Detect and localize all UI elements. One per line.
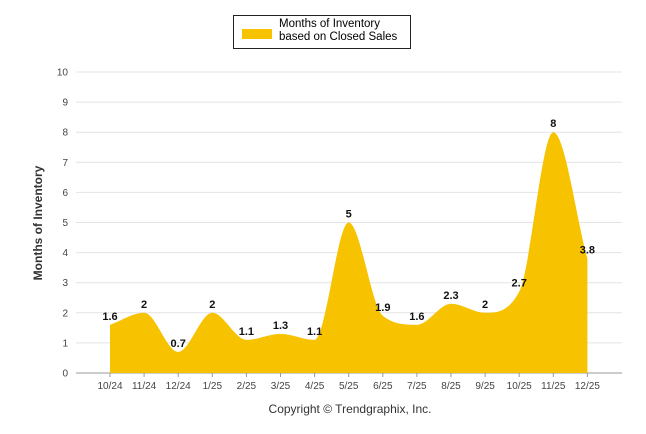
y-tick-label: 5 bbox=[62, 218, 68, 229]
data-label: 5 bbox=[346, 209, 352, 221]
x-tick-label: 9/25 bbox=[475, 381, 495, 392]
x-tick-label: 5/25 bbox=[339, 381, 359, 392]
x-tick-label: 4/25 bbox=[305, 381, 325, 392]
y-tick-label: 10 bbox=[57, 68, 69, 79]
y-axis-ticks: 0 1 2 3 4 5 6 7 8 9 10 bbox=[57, 68, 69, 380]
x-tick-label: 10/25 bbox=[507, 381, 532, 392]
x-tick-label: 11/24 bbox=[132, 381, 157, 392]
x-axis-ticks: 10/24 11/24 12/24 1/25 2/25 3/25 4/25 5/25 6/25 7… bbox=[97, 373, 600, 392]
data-label: 1.3 bbox=[273, 320, 288, 332]
y-axis-title: Months of Inventory bbox=[31, 165, 45, 280]
data-label: 1.9 bbox=[375, 302, 390, 314]
chart-legend: Months of Inventory based on Closed Sale… bbox=[233, 15, 411, 49]
x-tick-label: 8/25 bbox=[441, 381, 461, 392]
data-label: 3.8 bbox=[580, 245, 595, 257]
y-tick-label: 6 bbox=[62, 188, 68, 199]
y-tick-label: 2 bbox=[62, 308, 68, 319]
data-label: 0.7 bbox=[171, 338, 186, 350]
area-layer bbox=[110, 132, 588, 373]
data-label: 1.6 bbox=[409, 311, 424, 323]
data-label: 1.1 bbox=[239, 326, 254, 338]
x-tick-label: 6/25 bbox=[373, 381, 393, 392]
legend-swatch bbox=[242, 29, 272, 39]
data-labels: 1.6 2 0.7 2 1.1 1.3 1.1 5 1.9 1.6 2.3 2 2.7 8 3.8 bbox=[102, 118, 595, 350]
data-label: 2 bbox=[482, 299, 488, 311]
data-label: 1.1 bbox=[307, 326, 322, 338]
data-label: 2 bbox=[141, 299, 147, 311]
area-series bbox=[110, 132, 588, 373]
y-tick-label: 8 bbox=[62, 128, 68, 139]
data-label: 2.3 bbox=[443, 290, 458, 302]
y-tick-label: 1 bbox=[62, 338, 68, 349]
y-tick-label: 3 bbox=[62, 278, 68, 289]
data-label: 2 bbox=[209, 299, 215, 311]
x-tick-label: 11/25 bbox=[541, 381, 566, 392]
data-label: 2.7 bbox=[512, 278, 527, 290]
y-tick-label: 7 bbox=[62, 158, 68, 169]
x-tick-label: 10/24 bbox=[97, 381, 122, 392]
x-tick-label: 12/24 bbox=[166, 381, 191, 392]
data-label: 1.6 bbox=[102, 311, 117, 323]
y-tick-label: 4 bbox=[62, 248, 68, 259]
x-tick-label: 12/25 bbox=[575, 381, 600, 392]
y-tick-label: 9 bbox=[62, 98, 68, 109]
legend-label: Months of Inventory based on Closed Sale… bbox=[279, 18, 398, 43]
data-label: 8 bbox=[550, 118, 556, 130]
x-tick-label: 7/25 bbox=[407, 381, 427, 392]
y-tick-label: 0 bbox=[62, 369, 68, 380]
x-tick-label: 3/25 bbox=[271, 381, 291, 392]
copyright-text: Copyright © Trendgraphix, Inc. bbox=[269, 402, 432, 416]
x-tick-label: 1/25 bbox=[203, 381, 223, 392]
x-tick-label: 2/25 bbox=[237, 381, 257, 392]
